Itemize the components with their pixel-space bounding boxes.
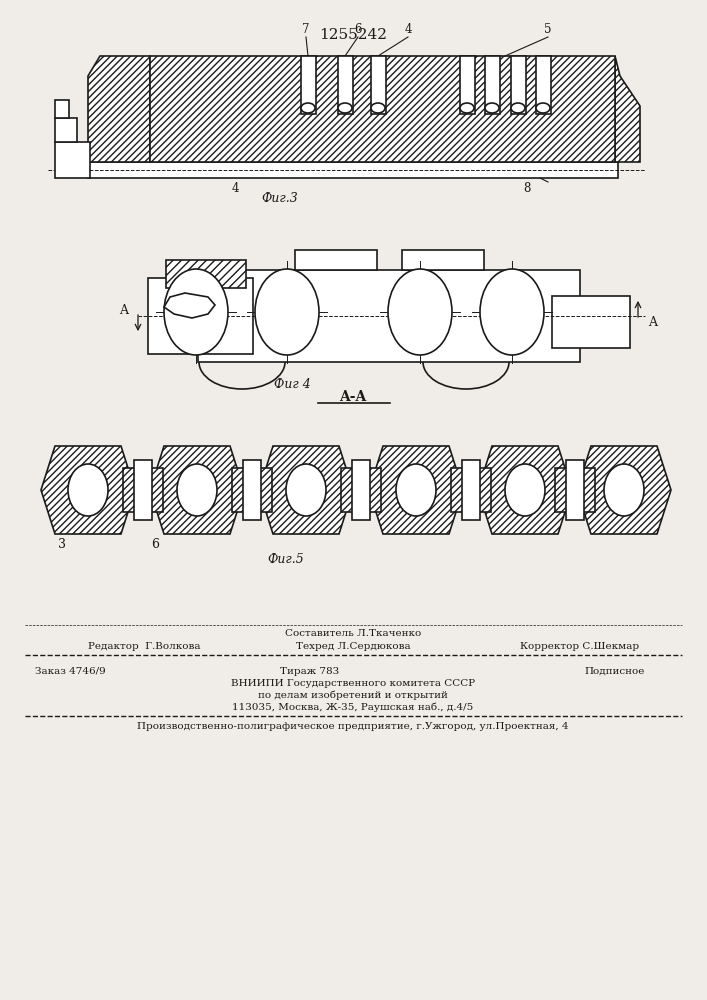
- Polygon shape: [478, 446, 572, 534]
- Polygon shape: [41, 446, 135, 534]
- Ellipse shape: [255, 269, 319, 355]
- Ellipse shape: [164, 269, 228, 355]
- Polygon shape: [88, 56, 150, 162]
- Bar: [536, 56, 551, 114]
- Bar: [55, 100, 69, 118]
- Text: Корректор С.Шекмар: Корректор С.Шекмар: [520, 642, 639, 651]
- Ellipse shape: [68, 464, 108, 516]
- Ellipse shape: [505, 464, 545, 516]
- Bar: [148, 278, 253, 354]
- Text: A: A: [648, 316, 657, 328]
- Text: A-A: A-A: [339, 390, 367, 404]
- Bar: [232, 468, 272, 512]
- Text: 5: 5: [544, 23, 551, 36]
- Ellipse shape: [511, 103, 525, 113]
- Text: 4: 4: [231, 182, 239, 195]
- Ellipse shape: [485, 103, 499, 113]
- Bar: [243, 460, 261, 520]
- Bar: [402, 250, 484, 270]
- Text: 3: 3: [58, 538, 66, 551]
- Bar: [198, 270, 580, 362]
- Ellipse shape: [536, 103, 550, 113]
- Bar: [166, 260, 246, 288]
- Bar: [55, 142, 90, 178]
- Ellipse shape: [388, 269, 452, 355]
- Bar: [123, 468, 163, 512]
- Bar: [338, 56, 353, 114]
- Ellipse shape: [604, 464, 644, 516]
- Bar: [341, 468, 381, 512]
- Bar: [451, 468, 491, 512]
- Text: Подписное: Подписное: [585, 667, 645, 676]
- Bar: [555, 468, 595, 512]
- Ellipse shape: [480, 269, 544, 355]
- Bar: [371, 56, 386, 114]
- Bar: [462, 460, 480, 520]
- Ellipse shape: [371, 103, 385, 113]
- Polygon shape: [615, 56, 640, 162]
- Text: 8: 8: [523, 182, 531, 195]
- Ellipse shape: [338, 103, 352, 113]
- Text: Заказ 4746/9: Заказ 4746/9: [35, 667, 106, 676]
- Text: Фиг 4: Фиг 4: [274, 378, 310, 391]
- Ellipse shape: [396, 464, 436, 516]
- Bar: [352, 460, 370, 520]
- Polygon shape: [369, 446, 463, 534]
- Bar: [150, 56, 615, 162]
- Text: 113035, Москва, Ж-35, Раушская наб., д.4/5: 113035, Москва, Ж-35, Раушская наб., д.4…: [233, 703, 474, 712]
- Text: Составитель Л.Ткаченко: Составитель Л.Ткаченко: [285, 629, 421, 638]
- Bar: [301, 56, 316, 114]
- Bar: [460, 56, 475, 114]
- Bar: [134, 460, 152, 520]
- Text: Редактор  Г.Волкова: Редактор Г.Волкова: [88, 642, 201, 651]
- Text: Тираж 783: Тираж 783: [281, 667, 339, 676]
- Bar: [55, 118, 77, 142]
- Ellipse shape: [301, 103, 315, 113]
- Text: Фиг.5: Фиг.5: [268, 553, 305, 566]
- Text: 6: 6: [151, 538, 159, 551]
- Text: 1255242: 1255242: [319, 28, 387, 42]
- Ellipse shape: [286, 464, 326, 516]
- Bar: [511, 56, 526, 114]
- Polygon shape: [164, 293, 215, 318]
- Text: Техред Л.Сердюкова: Техред Л.Сердюкова: [296, 642, 411, 651]
- Bar: [485, 56, 500, 114]
- Bar: [295, 250, 377, 270]
- Text: Производственно-полиграфическое предприятие, г.Ужгород, ул.Проектная, 4: Производственно-полиграфическое предприя…: [137, 722, 568, 731]
- Ellipse shape: [460, 103, 474, 113]
- Text: ВНИИПИ Государственного комитета СССР: ВНИИПИ Государственного комитета СССР: [231, 679, 475, 688]
- Ellipse shape: [177, 464, 217, 516]
- Bar: [552, 296, 630, 348]
- Bar: [566, 460, 584, 520]
- Text: 4: 4: [404, 23, 411, 36]
- Polygon shape: [150, 446, 244, 534]
- Polygon shape: [259, 446, 353, 534]
- Text: Фиг.3: Фиг.3: [262, 192, 298, 205]
- Polygon shape: [577, 446, 671, 534]
- Text: A: A: [119, 304, 128, 316]
- Text: 6: 6: [354, 23, 362, 36]
- Bar: [88, 162, 618, 178]
- Text: по делам изобретений и открытий: по делам изобретений и открытий: [258, 691, 448, 700]
- Text: 7: 7: [303, 23, 310, 36]
